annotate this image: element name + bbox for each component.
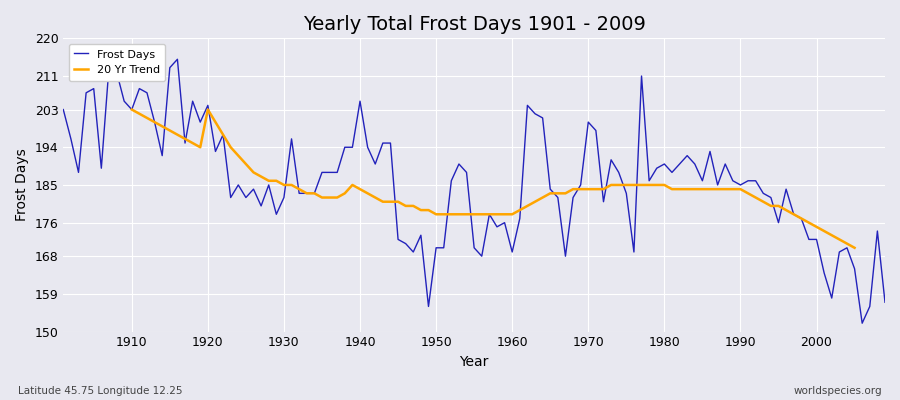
- X-axis label: Year: Year: [460, 355, 489, 369]
- Frost Days: [879, 300, 890, 305]
- Frost Days: [58, 107, 68, 112]
- Line: 20 Yr Trend: 20 Yr Trend: [131, 110, 855, 248]
- Frost Days: [857, 321, 868, 326]
- Text: worldspecies.org: worldspecies.org: [794, 386, 882, 396]
- Frost Days: [172, 57, 183, 62]
- Frost Days: [119, 99, 130, 104]
- 20 Yr Trend: [850, 245, 860, 250]
- 20 Yr Trend: [332, 195, 343, 200]
- Y-axis label: Frost Days: Frost Days: [15, 148, 29, 221]
- Frost Days: [507, 250, 517, 254]
- Legend: Frost Days, 20 Yr Trend: Frost Days, 20 Yr Trend: [68, 44, 166, 81]
- Title: Yearly Total Frost Days 1901 - 2009: Yearly Total Frost Days 1901 - 2009: [302, 15, 645, 34]
- 20 Yr Trend: [126, 107, 137, 112]
- 20 Yr Trend: [491, 212, 502, 217]
- 20 Yr Trend: [438, 212, 449, 217]
- Line: Frost Days: Frost Days: [63, 59, 885, 323]
- 20 Yr Trend: [225, 145, 236, 150]
- Text: Latitude 45.75 Longitude 12.25: Latitude 45.75 Longitude 12.25: [18, 386, 183, 396]
- Frost Days: [515, 216, 526, 221]
- 20 Yr Trend: [515, 208, 526, 212]
- 20 Yr Trend: [788, 212, 799, 217]
- Frost Days: [606, 158, 616, 162]
- Frost Days: [339, 145, 350, 150]
- Frost Days: [293, 191, 304, 196]
